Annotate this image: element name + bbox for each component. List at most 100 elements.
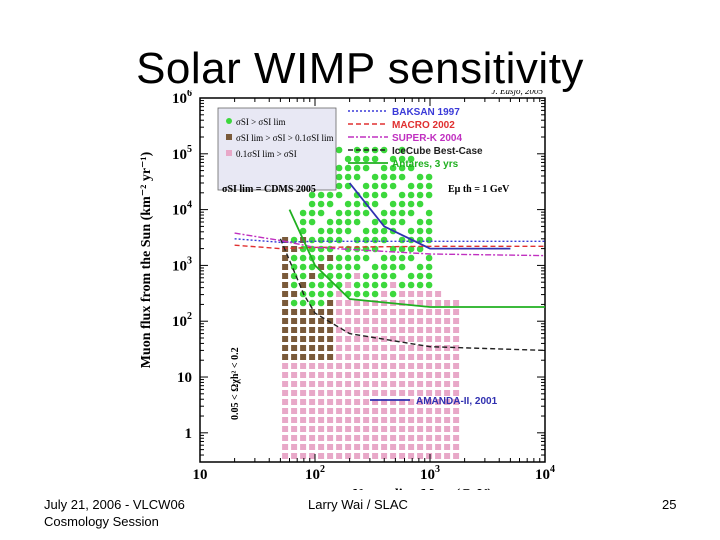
dark-point bbox=[291, 309, 298, 315]
pink-point bbox=[318, 417, 325, 423]
pink-point bbox=[426, 435, 433, 441]
pink-point bbox=[453, 381, 460, 387]
pink-point bbox=[417, 300, 424, 306]
pink-point bbox=[390, 309, 397, 315]
threshold-annotation: Eμ th = 1 GeV bbox=[448, 184, 510, 195]
green-point bbox=[308, 236, 316, 244]
green-point bbox=[335, 254, 343, 262]
pink-point bbox=[372, 336, 379, 342]
green-point bbox=[389, 182, 397, 190]
green-point bbox=[371, 182, 379, 190]
pink-point bbox=[417, 399, 424, 405]
green-point bbox=[389, 155, 397, 163]
limit-curve-amanda-ii-2001 bbox=[348, 182, 511, 250]
dark-point bbox=[300, 309, 307, 315]
pink-point bbox=[282, 381, 289, 387]
pink-point bbox=[390, 363, 397, 369]
pink-point bbox=[327, 435, 334, 441]
pink-point bbox=[309, 363, 316, 369]
pink-point bbox=[426, 390, 433, 396]
pink-point bbox=[390, 399, 397, 405]
pink-point bbox=[282, 399, 289, 405]
green-point bbox=[380, 182, 388, 190]
pink-point bbox=[300, 399, 307, 405]
green-point bbox=[317, 191, 325, 199]
dark-point bbox=[291, 354, 298, 360]
dark-point bbox=[300, 282, 307, 288]
pink-point bbox=[318, 390, 325, 396]
pink-point bbox=[399, 300, 406, 306]
pink-point bbox=[372, 453, 379, 459]
pink-point bbox=[444, 408, 451, 414]
pink-point bbox=[336, 336, 343, 342]
pink-point bbox=[399, 291, 406, 297]
pink-point bbox=[444, 390, 451, 396]
pink-point bbox=[372, 390, 379, 396]
pink-point bbox=[381, 318, 388, 324]
relic-density-annotation: 0.05 < Ωχh² < 0.2 bbox=[230, 347, 241, 420]
wimp-sensitivity-figure: 10 102 103 104 1 10 102 103 104 105 106 σSI > σSI … bbox=[130, 90, 560, 490]
green-point bbox=[326, 290, 334, 298]
pink-point bbox=[372, 426, 379, 432]
pink-point bbox=[408, 444, 415, 450]
pink-point bbox=[354, 435, 361, 441]
pink-point bbox=[435, 291, 442, 297]
pink-point bbox=[318, 453, 325, 459]
pink-point bbox=[363, 318, 370, 324]
green-point bbox=[308, 209, 316, 217]
y-tick-label-exponent: 3 bbox=[187, 255, 192, 266]
dark-point bbox=[282, 264, 289, 270]
green-point bbox=[344, 263, 352, 271]
pink-point bbox=[417, 390, 424, 396]
green-point bbox=[371, 281, 379, 289]
pink-point bbox=[399, 408, 406, 414]
dark-point bbox=[327, 300, 334, 306]
green-point bbox=[407, 281, 415, 289]
green-point bbox=[326, 227, 334, 235]
pink-point bbox=[291, 381, 298, 387]
amanda-label: AMANDA-II, 2001 bbox=[416, 396, 498, 407]
pink-point bbox=[336, 417, 343, 423]
pink-point bbox=[336, 390, 343, 396]
green-point bbox=[335, 227, 343, 235]
green-point bbox=[344, 200, 352, 208]
green-point bbox=[344, 254, 352, 262]
green-point bbox=[407, 209, 415, 217]
pink-point bbox=[282, 444, 289, 450]
green-point bbox=[290, 299, 298, 307]
dark-point bbox=[309, 318, 316, 324]
pink-point bbox=[408, 309, 415, 315]
green-point bbox=[389, 254, 397, 262]
dark-point bbox=[309, 273, 316, 279]
pink-point bbox=[453, 408, 460, 414]
x-tick-label-exponent: 3 bbox=[435, 464, 440, 475]
pink-point bbox=[336, 327, 343, 333]
green-point bbox=[326, 263, 334, 271]
pink-point bbox=[363, 336, 370, 342]
pink-point bbox=[282, 390, 289, 396]
pink-point bbox=[435, 417, 442, 423]
plot-frame bbox=[199, 97, 546, 463]
green-point bbox=[299, 254, 307, 262]
pink-point bbox=[453, 318, 460, 324]
pink-point bbox=[345, 390, 352, 396]
pink-point bbox=[408, 381, 415, 387]
green-point bbox=[371, 155, 379, 163]
pink-point bbox=[444, 300, 451, 306]
green-point bbox=[371, 218, 379, 226]
pink-point bbox=[354, 390, 361, 396]
pink-point bbox=[417, 381, 424, 387]
green-point bbox=[353, 281, 361, 289]
green-point bbox=[398, 164, 406, 172]
pink-point bbox=[372, 354, 379, 360]
pink-point bbox=[354, 354, 361, 360]
green-point bbox=[425, 263, 433, 271]
legend-category-label: σSI lim > σSI > 0.1σSI lim bbox=[236, 133, 333, 143]
pink-point bbox=[363, 381, 370, 387]
dark-point bbox=[291, 318, 298, 324]
pink-point bbox=[390, 282, 397, 288]
dark-point bbox=[291, 246, 298, 252]
pink-point bbox=[399, 372, 406, 378]
green-point bbox=[326, 218, 334, 226]
green-point bbox=[407, 200, 415, 208]
